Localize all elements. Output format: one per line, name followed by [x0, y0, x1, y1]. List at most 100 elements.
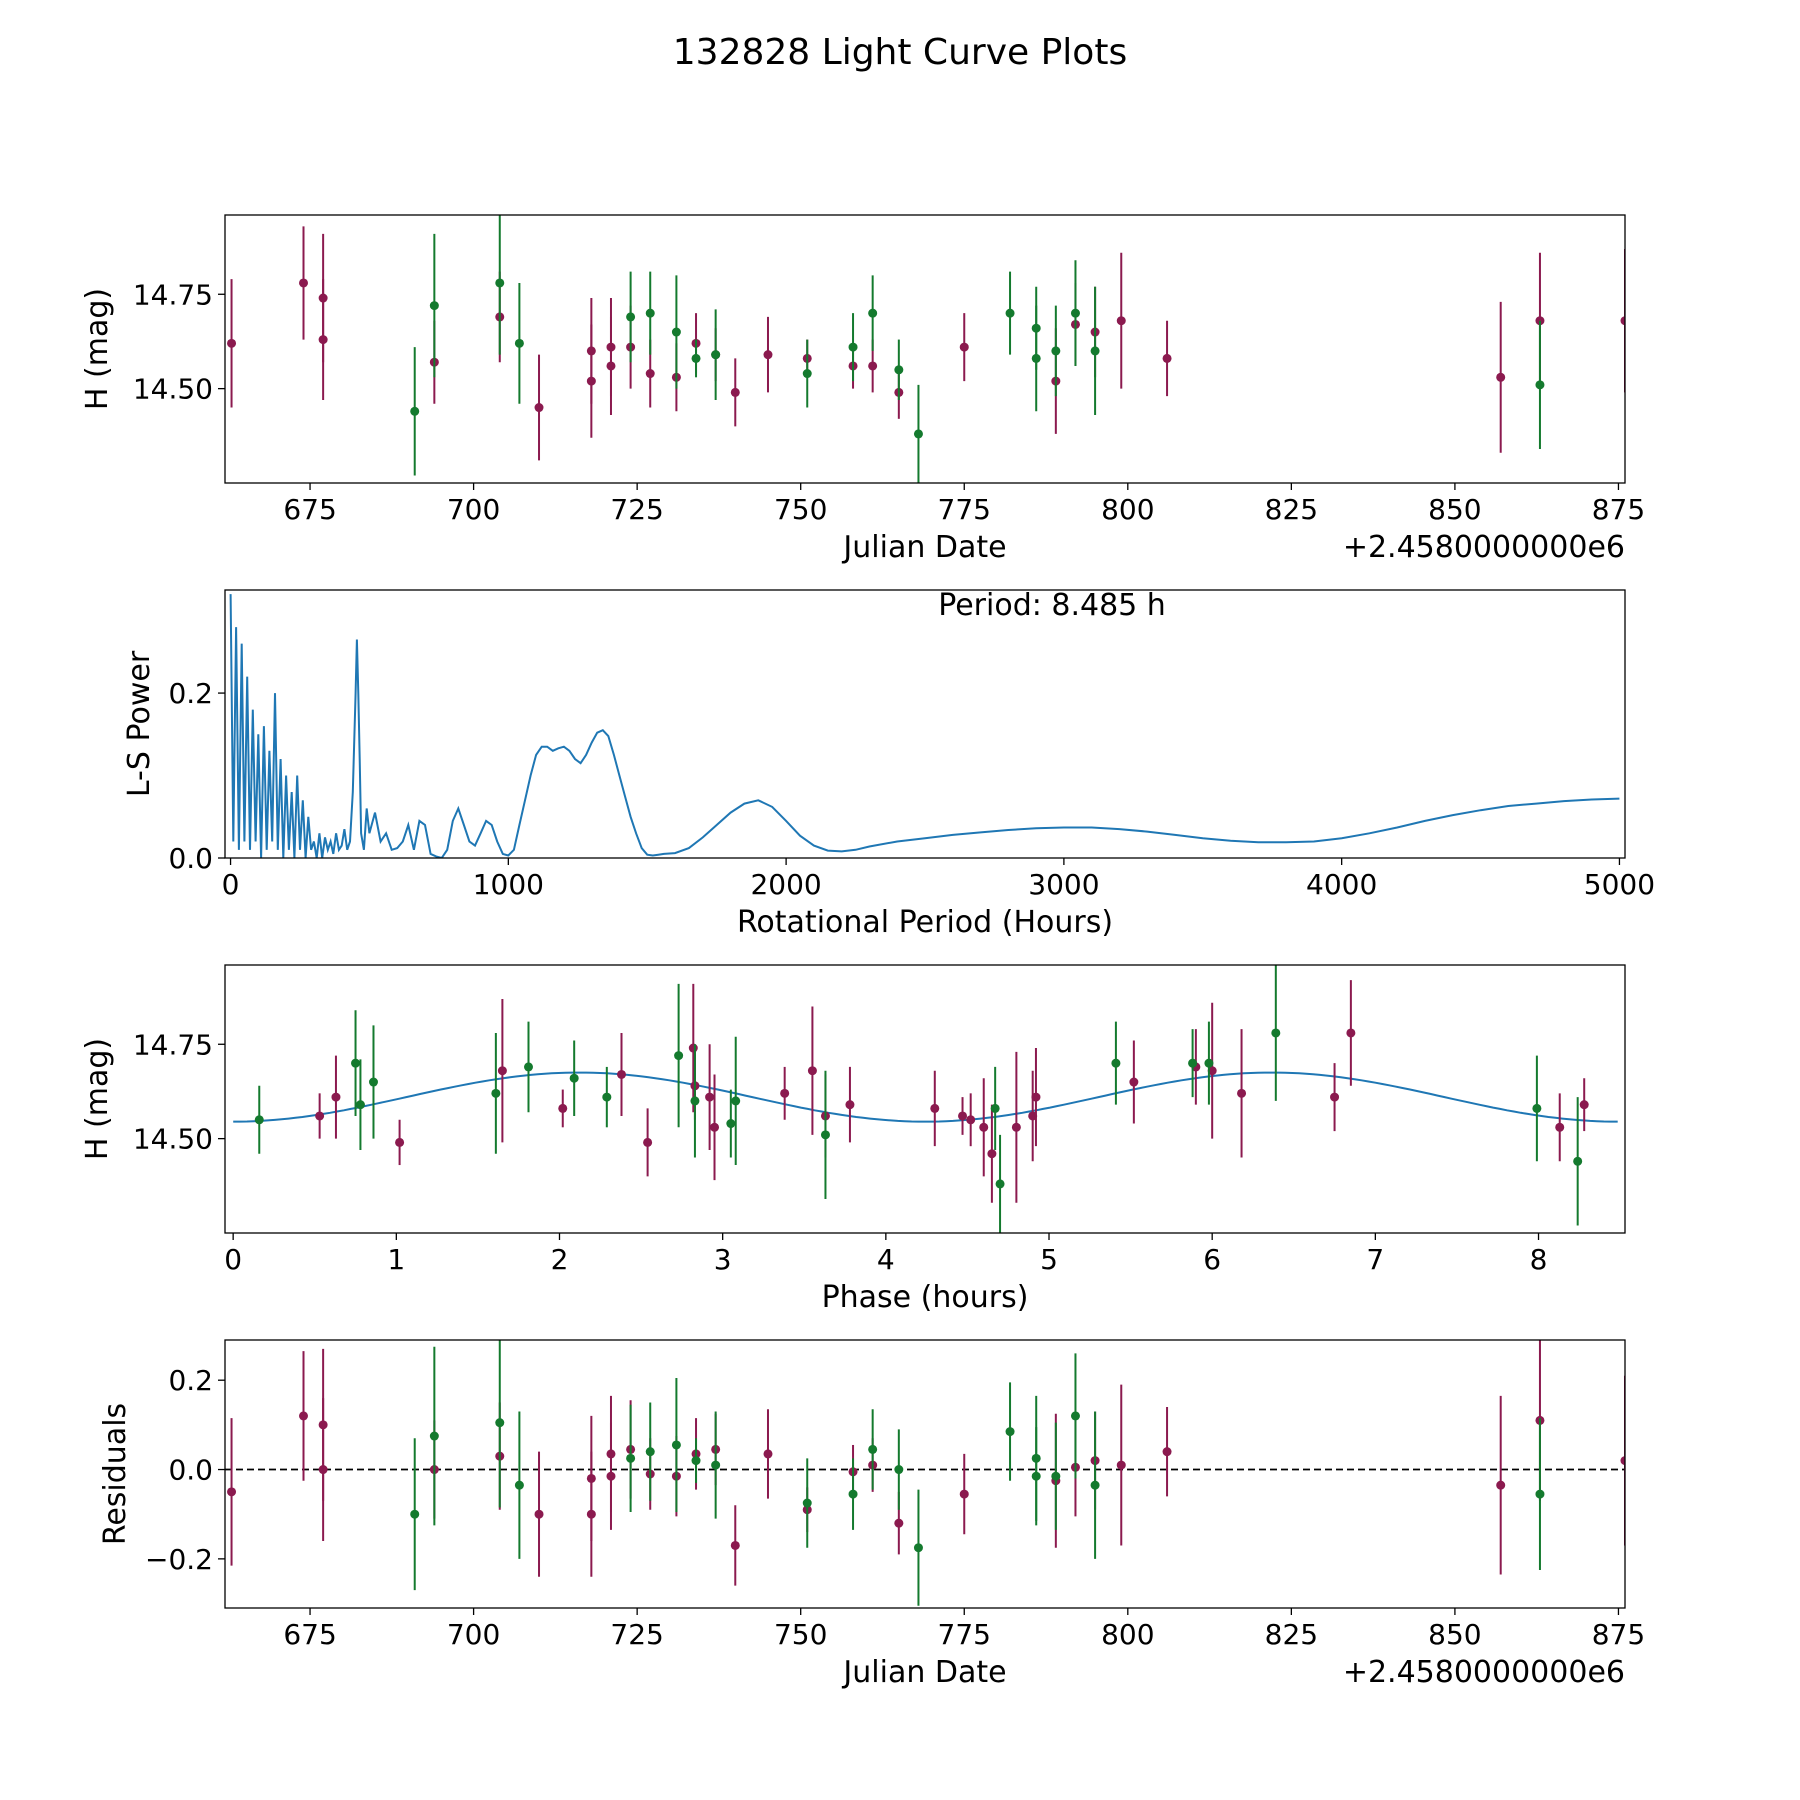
residuals-red-point: [1496, 1480, 1506, 1490]
phased-green-point: [1271, 1028, 1281, 1038]
phased-green-point: [569, 1073, 579, 1083]
lightcurve-red-point: [606, 361, 616, 371]
phased-red-point: [1028, 1111, 1038, 1121]
phased-red-point: [315, 1111, 325, 1121]
periodogram-ylabel: L-S Power: [122, 650, 157, 797]
residuals-red-point: [1162, 1447, 1172, 1457]
phased-green-point: [990, 1103, 1000, 1113]
phased-xtick-label: 4: [877, 1243, 895, 1276]
phased-red-point: [395, 1137, 405, 1147]
phased-green-point: [368, 1077, 378, 1087]
lightcurve-green-point: [1005, 308, 1015, 318]
lightcurve-ytick-label: 14.50: [133, 373, 213, 406]
residuals-xtick-label: 825: [1265, 1618, 1318, 1651]
phased-xtick-label: 3: [714, 1243, 732, 1276]
phased-red-point: [958, 1111, 968, 1121]
lightcurve-xlabel: Julian Date: [841, 530, 1006, 565]
residuals-marks: [225, 1340, 1625, 1606]
residuals-ytick-label: −0.2: [145, 1543, 213, 1576]
phased-xlabel: Phase (hours): [822, 1280, 1029, 1315]
lightcurve-red-point: [318, 335, 328, 345]
phased-green-point: [1111, 1058, 1121, 1068]
phased-red-point: [558, 1103, 568, 1113]
lightcurve-green-point: [1051, 346, 1061, 356]
phased-green-point: [523, 1062, 533, 1072]
phased-red-point: [710, 1122, 720, 1132]
phased-ytick-label: 14.75: [133, 1028, 213, 1061]
periodogram-ticks: 0 1000 2000 3000 4000 5000 0.0 0.2: [168, 677, 1655, 901]
phased-plot-area: [233, 965, 1618, 1233]
lightcurve-red-point: [959, 342, 969, 352]
residuals-green-point: [1031, 1471, 1041, 1481]
residuals-green-point: [1070, 1411, 1080, 1421]
residuals-green-point: [626, 1453, 636, 1463]
lightcurve-green-point: [495, 278, 505, 288]
phased-red-point: [688, 1043, 698, 1053]
lightcurve-red-point: [868, 361, 878, 371]
lightcurve-red-point: [227, 338, 237, 348]
residuals-green-point: [1535, 1489, 1545, 1499]
phased-red-point: [979, 1122, 989, 1132]
periodogram-line: [229, 594, 1620, 858]
residuals-green-point: [691, 1456, 701, 1466]
residuals-xtick-label: 750: [774, 1618, 827, 1651]
figure-title: 132828 Light Curve Plots: [673, 32, 1127, 73]
phased-red-point: [617, 1069, 627, 1079]
phased-green-point: [674, 1051, 684, 1061]
lightcurve-ticks: 675 700 725 750 775 800 825 850 875 14.50 14.75: [133, 278, 1645, 526]
residuals-green-point: [410, 1509, 420, 1519]
lightcurve-red-point: [1162, 353, 1172, 363]
phased-green-point: [351, 1058, 361, 1068]
lightcurve-xtick-label: 775: [938, 493, 991, 526]
residuals-red-point: [1620, 1456, 1625, 1466]
phased-ylabel: H (mag): [80, 1038, 115, 1160]
residuals-ytick-label: 0.2: [168, 1364, 213, 1397]
lightcurve-xtick-label: 875: [1592, 493, 1645, 526]
lightcurve-xtick-label: 725: [610, 493, 663, 526]
lightcurve-marks: [227, 215, 1625, 483]
phased-ytick-label: 14.50: [133, 1123, 213, 1156]
residuals-green-point: [848, 1489, 858, 1499]
phased-green-point: [491, 1088, 501, 1098]
residuals-green-point: [711, 1460, 721, 1470]
residuals-red-point: [730, 1540, 740, 1550]
phased-xtick-label: 7: [1366, 1243, 1384, 1276]
phased-red-point: [845, 1100, 855, 1110]
phased-green-point: [731, 1096, 741, 1106]
residuals-xtick-label: 800: [1101, 1618, 1154, 1651]
residuals-green-point: [514, 1480, 524, 1490]
phased-red-point: [1330, 1092, 1340, 1102]
lightcurve-green-point: [514, 338, 524, 348]
periodogram-xtick-label: 2000: [750, 868, 821, 901]
lightcurve-panel: 675 700 725 750 775 800 825 850 875 14.50 14.75 Ju…: [80, 214, 1645, 565]
residuals-frame: [224, 1339, 1626, 1609]
residuals-green-point: [429, 1431, 439, 1441]
lightcurve-green-point: [1070, 308, 1080, 318]
lightcurve-green-point: [894, 365, 904, 375]
phased-red-point: [1346, 1028, 1356, 1038]
periodogram-frame: [224, 589, 1626, 859]
phased-green-point: [254, 1115, 264, 1125]
lightcurve-green-point: [1535, 380, 1545, 390]
phased-red-point: [1207, 1066, 1217, 1076]
periodogram-xtick-label: 5000: [1584, 868, 1655, 901]
periodogram-marks: [229, 594, 1620, 858]
phased-frame: [224, 964, 1626, 1234]
residuals-green-point: [645, 1447, 655, 1457]
lightcurve-xtick-label: 800: [1101, 493, 1154, 526]
lightcurve-red-point: [1496, 372, 1506, 382]
phased-red-point: [1237, 1088, 1247, 1098]
residuals-ticks: 675 700 725 750 775 800 825 850 875 −0.2 0.0 0.2: [145, 1364, 1645, 1651]
residuals-red-point: [318, 1465, 328, 1475]
lightcurve-green-point: [868, 308, 878, 318]
lightcurve-xtick-label: 825: [1265, 493, 1318, 526]
lightcurve-green-point: [913, 429, 923, 439]
lightcurve-red-point: [534, 403, 544, 413]
lightcurve-frame: [224, 214, 1626, 484]
phased-green-point: [820, 1130, 830, 1140]
residuals-red-point: [227, 1487, 237, 1497]
phased-red-point: [987, 1149, 997, 1159]
lightcurve-green-point: [1031, 353, 1041, 363]
lightcurve-green-point: [671, 327, 681, 337]
